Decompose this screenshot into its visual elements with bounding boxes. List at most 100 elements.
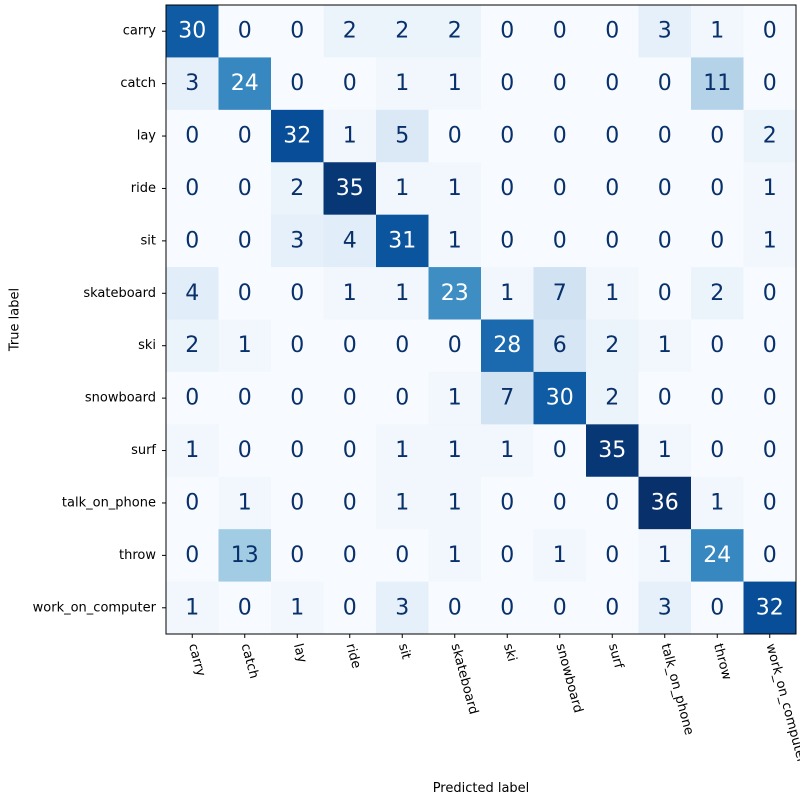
cell-value-label: 1 <box>500 281 514 306</box>
heatmap-cell <box>691 476 744 530</box>
cell-value-label: 1 <box>448 490 462 515</box>
cell-value-label: 0 <box>605 176 619 201</box>
x-tick-label: lay <box>290 642 310 665</box>
cell-value-label: 1 <box>710 19 724 44</box>
heatmap-cell <box>481 529 534 583</box>
heatmap-cell <box>586 476 639 530</box>
cell-value-label: 28 <box>493 333 521 358</box>
cell-value-label: 0 <box>500 71 514 96</box>
heatmap-cell <box>376 581 429 635</box>
heatmap-cell <box>166 529 219 583</box>
heatmap-cell <box>376 57 429 111</box>
heatmap-cell <box>271 424 324 478</box>
cell-value-label: 1 <box>395 490 409 515</box>
heatmap-cell <box>533 424 587 478</box>
heatmap-cell <box>533 57 587 111</box>
cell-value-label: 0 <box>500 19 514 44</box>
cell-value-label: 0 <box>238 438 252 463</box>
cell-value-label: 0 <box>710 386 724 411</box>
heatmap-cell <box>166 214 219 268</box>
cell-value-label: 1 <box>185 438 199 463</box>
heatmap-cell <box>638 162 692 216</box>
cell-value-label: 2 <box>710 281 724 306</box>
heatmap-cell <box>323 162 377 216</box>
heatmap-cell <box>428 424 482 478</box>
heatmap-cell <box>271 319 324 373</box>
heatmap-cell <box>428 319 482 373</box>
cell-value-label: 6 <box>553 333 567 358</box>
heatmap-cell <box>691 529 744 583</box>
cell-value-label: 1 <box>395 281 409 306</box>
x-tick-label: sit <box>395 642 413 661</box>
heatmap-cell <box>218 476 272 530</box>
heatmap-cell <box>218 371 272 425</box>
heatmap-cell <box>638 319 692 373</box>
cell-value-label: 0 <box>763 438 777 463</box>
heatmap-cell <box>533 214 587 268</box>
cell-value-label: 1 <box>763 228 777 253</box>
cell-value-label: 0 <box>238 386 252 411</box>
cell-value-label: 0 <box>763 543 777 568</box>
cell-value-label: 0 <box>553 595 567 620</box>
heatmap-cell <box>533 109 587 163</box>
cell-value-label: 36 <box>651 490 679 515</box>
cell-value-label: 0 <box>763 333 777 358</box>
heatmap-cell <box>271 476 324 530</box>
y-tick-label: lay <box>137 129 157 144</box>
cell-value-label: 0 <box>605 543 619 568</box>
cell-value-label: 0 <box>238 595 252 620</box>
heatmap-cell <box>218 529 272 583</box>
heatmap-cell <box>376 371 429 425</box>
cell-value-label: 0 <box>500 595 514 620</box>
heatmap-cell <box>323 214 377 268</box>
heatmap-cell <box>271 371 324 425</box>
cell-value-label: 0 <box>448 595 462 620</box>
heatmap-cell <box>271 162 324 216</box>
heatmap-cell <box>743 109 797 163</box>
heatmap-cell <box>428 529 482 583</box>
heatmap-cell <box>533 581 587 635</box>
cell-value-label: 1 <box>290 595 304 620</box>
x-tick-label: carry <box>185 642 208 678</box>
heatmap-cell <box>638 267 692 320</box>
cell-value-label: 1 <box>238 490 252 515</box>
cell-value-label: 0 <box>290 438 304 463</box>
heatmap-cell <box>428 581 482 635</box>
heatmap-cell <box>481 109 534 163</box>
cell-value-label: 1 <box>448 71 462 96</box>
cell-value-label: 0 <box>343 71 357 96</box>
cell-value-label: 0 <box>500 543 514 568</box>
cell-value-label: 0 <box>605 124 619 149</box>
heatmap-cell <box>533 476 587 530</box>
cell-value-label: 0 <box>553 176 567 201</box>
heatmap-cell <box>376 476 429 530</box>
heatmap-cell <box>743 476 797 530</box>
y-tick-label: ride <box>131 181 156 196</box>
cell-value-label: 1 <box>553 543 567 568</box>
heatmap-cell <box>743 529 797 583</box>
heatmap-cell <box>743 424 797 478</box>
heatmap-cell <box>481 162 534 216</box>
heatmap-cell <box>743 214 797 268</box>
cell-value-label: 30 <box>546 386 574 411</box>
cell-value-label: 3 <box>185 71 199 96</box>
heatmap-cell <box>638 371 692 425</box>
cell-value-label: 32 <box>756 595 784 620</box>
cell-value-label: 0 <box>553 438 567 463</box>
cell-value-label: 0 <box>238 19 252 44</box>
cell-value-label: 0 <box>448 124 462 149</box>
heatmap-cell <box>166 319 219 373</box>
heatmap-cell <box>376 5 429 58</box>
heatmap-cell <box>691 319 744 373</box>
heatmap-cell <box>218 267 272 320</box>
heatmap-cell <box>481 319 534 373</box>
heatmap-cell <box>743 5 797 58</box>
heatmap-cells <box>166 5 797 635</box>
cell-value-label: 1 <box>395 71 409 96</box>
heatmap-cell <box>586 581 639 635</box>
cell-value-label: 2 <box>343 19 357 44</box>
cell-value-label: 0 <box>290 281 304 306</box>
x-tick-label: catch <box>238 642 262 680</box>
heatmap-cell <box>271 5 324 58</box>
